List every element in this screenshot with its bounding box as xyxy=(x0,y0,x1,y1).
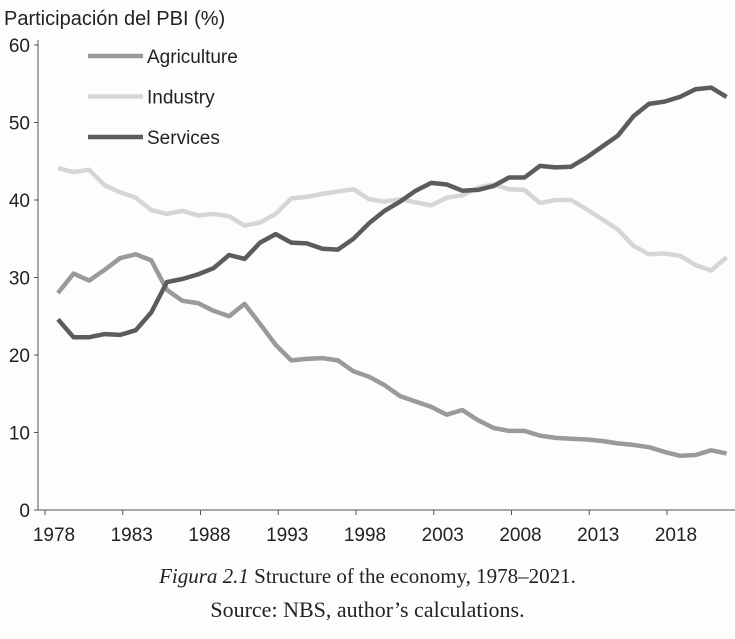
y-tick-label: 20 xyxy=(9,346,30,367)
legend-label-services: Services xyxy=(147,128,220,149)
figure-source: Source: NBS, author’s calculations. xyxy=(210,597,525,622)
x-tick-label: 1993 xyxy=(266,525,308,546)
x-tick-label: 1988 xyxy=(188,525,230,546)
figure-label: Figura 2.1 xyxy=(159,564,249,588)
y-tick-label: 60 xyxy=(9,36,30,57)
legend-label-agriculture: Agriculture xyxy=(147,47,238,68)
figure-text: Structure of the economy, 1978–2021. xyxy=(254,564,576,588)
x-tick-label: 1978 xyxy=(33,525,75,546)
y-tick-label: 50 xyxy=(9,114,30,135)
x-tick-label: 1998 xyxy=(344,525,386,546)
series-line-industry xyxy=(57,166,729,273)
x-tick-label: 2008 xyxy=(499,525,541,546)
x-tick-label: 2013 xyxy=(577,525,619,546)
series-line-services xyxy=(56,85,728,340)
x-tick-label: 1983 xyxy=(111,525,153,546)
y-axis-label: Participación del PBI (%) xyxy=(4,8,225,30)
y-tick-label: 0 xyxy=(19,501,30,522)
figure-caption: Figura 2.1 Structure of the economy, 197… xyxy=(0,564,735,589)
legend-label-industry: Industry xyxy=(147,88,215,109)
y-tick-label: 40 xyxy=(9,191,30,212)
series-line-agriculture xyxy=(56,252,728,459)
x-tick-label: 2003 xyxy=(422,525,464,546)
y-tick-label: 30 xyxy=(9,269,30,290)
x-tick-label: 2018 xyxy=(655,525,697,546)
line-chart: Participación del PBI (%) 0 10 20 30 40 50 60 1… xyxy=(4,8,735,546)
y-tick-label: 10 xyxy=(9,424,30,445)
